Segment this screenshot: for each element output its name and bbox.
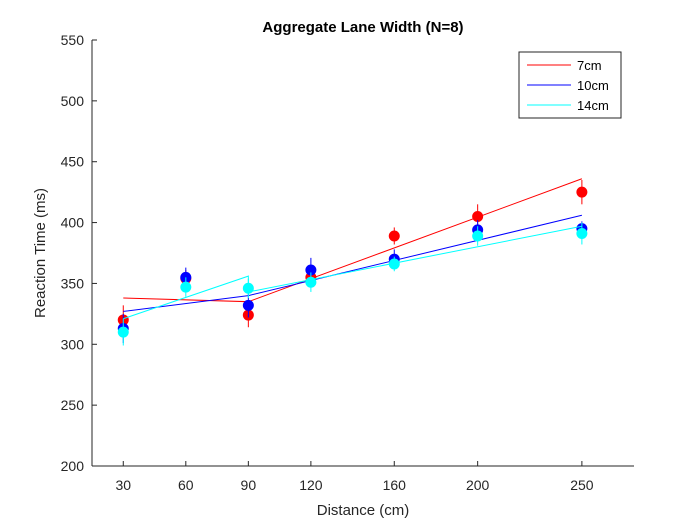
x-tick-label: 250 <box>570 477 594 493</box>
data-point <box>576 186 588 198</box>
y-tick-label: 400 <box>61 215 85 231</box>
y-tick-label: 200 <box>61 458 85 474</box>
x-tick-label: 160 <box>383 477 407 493</box>
data-point <box>576 228 588 240</box>
y-tick-label: 250 <box>61 397 85 413</box>
data-point <box>388 258 400 270</box>
chart-title: Aggregate Lane Width (N=8) <box>262 19 463 36</box>
y-tick-label: 550 <box>61 32 85 48</box>
x-axis-label: Distance (cm) <box>317 502 410 519</box>
y-tick-label: 300 <box>61 336 85 352</box>
x-tick-label: 200 <box>466 477 490 493</box>
axes: 200 250 300 350 400 450 500 550 30 60 90 120 160 200 2… <box>61 32 634 493</box>
data-point <box>242 299 254 311</box>
legend-label: 14cm <box>577 98 609 113</box>
data-point <box>180 281 192 293</box>
y-tick-label: 500 <box>61 93 85 109</box>
y-tick-label: 450 <box>61 154 85 170</box>
series-14cm <box>117 222 588 346</box>
series-7cm <box>117 178 588 335</box>
y-tick-label: 350 <box>61 275 85 291</box>
y-axis-label: Reaction Time (ms) <box>32 188 49 318</box>
data-point <box>472 230 484 242</box>
data-point <box>242 282 254 294</box>
data-point <box>305 276 317 288</box>
plot-area <box>117 178 588 346</box>
x-tick-label: 120 <box>299 477 323 493</box>
legend-label: 10cm <box>577 78 609 93</box>
x-tick-label: 60 <box>178 477 194 493</box>
x-tick-label: 90 <box>241 477 257 493</box>
legend: 7cm 10cm 14cm <box>518 51 622 119</box>
data-point <box>117 326 129 338</box>
x-tick-label: 30 <box>115 477 131 493</box>
legend-label: 7cm <box>577 58 602 73</box>
data-point <box>472 210 484 222</box>
data-point <box>388 230 400 242</box>
fit-line-14cm <box>123 225 582 320</box>
series-10cm <box>117 214 588 344</box>
